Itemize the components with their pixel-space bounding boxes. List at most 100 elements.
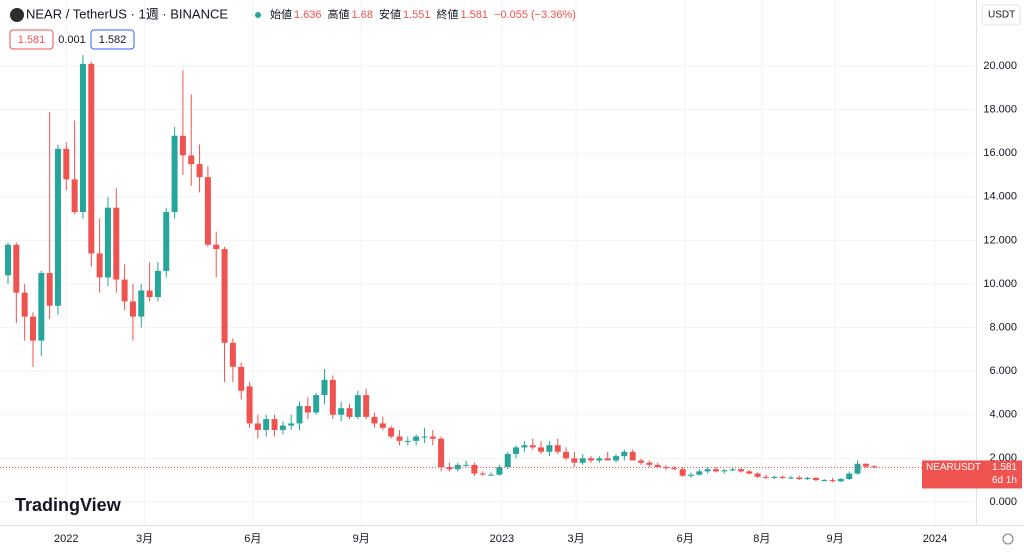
candle-body: [463, 464, 470, 466]
candle-body: [588, 458, 595, 461]
ohlc-value: 1.636: [294, 9, 322, 21]
x-tick-label: 8月: [753, 533, 770, 545]
candle-body: [88, 63, 95, 254]
x-tick-label: 9月: [827, 533, 844, 545]
y-tick-label: 16.000: [983, 147, 1017, 159]
candle-body: [488, 474, 495, 476]
candle-body: [388, 427, 395, 437]
x-tick-label: 9月: [353, 533, 370, 545]
candle-body: [854, 463, 861, 474]
candle-body: [829, 480, 836, 482]
candle-body: [446, 467, 453, 470]
symbol-icon: [10, 8, 24, 22]
candle-body: [554, 445, 561, 452]
candle-body: [279, 425, 286, 430]
candle-body: [579, 458, 586, 463]
y-tick-label: 8.000: [989, 321, 1017, 333]
candle-body: [104, 207, 111, 278]
ohlc-value: 1.581: [460, 9, 488, 21]
candle-body: [804, 477, 811, 480]
candle-body: [837, 479, 844, 482]
candle-body: [354, 395, 361, 417]
ask-box[interactable]: [90, 29, 135, 50]
settings-icon[interactable]: [1002, 533, 1014, 545]
candle-body: [271, 419, 278, 430]
currency-button[interactable]: [981, 4, 1021, 26]
y-tick-label: 4.000: [989, 409, 1017, 421]
candle-body: [729, 469, 736, 471]
candle-body: [321, 379, 328, 396]
ask-price: 1.582: [99, 34, 127, 46]
bid-box[interactable]: [9, 29, 54, 50]
y-tick-label: 10.000: [983, 278, 1017, 290]
candle-body: [54, 148, 61, 306]
y-tick-label: 20.000: [983, 60, 1017, 72]
candle-body: [613, 456, 620, 461]
candle-body: [379, 423, 386, 428]
candle-body: [154, 270, 161, 298]
candle-body: [796, 477, 803, 480]
candle-body: [254, 423, 261, 430]
candle-body: [604, 458, 611, 461]
candle-body: [654, 464, 661, 468]
x-tick-label: 2022: [54, 533, 78, 545]
candle-body: [712, 469, 719, 472]
y-tick-label: 14.000: [983, 191, 1017, 203]
candle-body: [171, 135, 178, 213]
status-dot: [255, 12, 261, 18]
candle-body: [563, 451, 570, 459]
candle-body: [671, 468, 678, 470]
candle-body: [313, 395, 320, 413]
candle-body: [238, 366, 245, 391]
candle-body: [687, 474, 694, 476]
candle-body: [812, 477, 819, 481]
candle-body: [71, 179, 78, 213]
candle-body: [429, 436, 436, 439]
candle-body: [638, 460, 645, 463]
candle-body: [329, 379, 336, 415]
candle-body: [288, 423, 295, 426]
candle-body: [787, 477, 794, 479]
candle-body: [479, 473, 486, 475]
candle-body: [396, 436, 403, 441]
candle-body: [138, 290, 145, 317]
price-tag-value: 1.581: [992, 462, 1017, 473]
ohlc-value: 1.551: [403, 9, 431, 21]
candle-body: [246, 386, 253, 424]
candle-body: [521, 445, 528, 448]
price-tag: [922, 460, 1022, 489]
candle-body: [862, 463, 869, 467]
y-tick-label: 0.000: [989, 496, 1017, 508]
ohlc-label: 高値: [328, 7, 350, 21]
candle-body: [629, 451, 636, 461]
candle-body: [96, 253, 103, 278]
ohlc-label: 安値: [379, 7, 401, 21]
candle-body: [779, 476, 786, 478]
x-tick-label: 3月: [136, 533, 153, 545]
candle-body: [113, 207, 120, 280]
candle-body: [696, 471, 703, 475]
candle-body: [662, 467, 669, 469]
change: −0.055 (−3.36%): [494, 9, 576, 21]
candle-body: [737, 469, 744, 472]
candle-body: [513, 447, 520, 454]
symbol-tag: NEARUSDT: [926, 462, 981, 473]
candle-body: [4, 244, 11, 276]
candle-body: [438, 438, 445, 468]
ohlc-label: 始値: [270, 7, 292, 21]
symbol-title: NEAR / TetherUS · 1週 · BINANCE: [26, 6, 228, 21]
candle-body: [871, 466, 878, 468]
candle-body: [771, 476, 778, 478]
candle-body: [204, 177, 211, 245]
candle-body: [504, 453, 511, 468]
candle-body: [29, 316, 36, 341]
candle-body: [754, 473, 761, 477]
candle-body: [571, 458, 578, 463]
y-tick-label: 18.000: [983, 104, 1017, 116]
candle-body: [21, 292, 28, 317]
bid-price: 1.581: [18, 34, 46, 46]
candle-body: [529, 445, 536, 448]
candle-body: [346, 408, 353, 417]
